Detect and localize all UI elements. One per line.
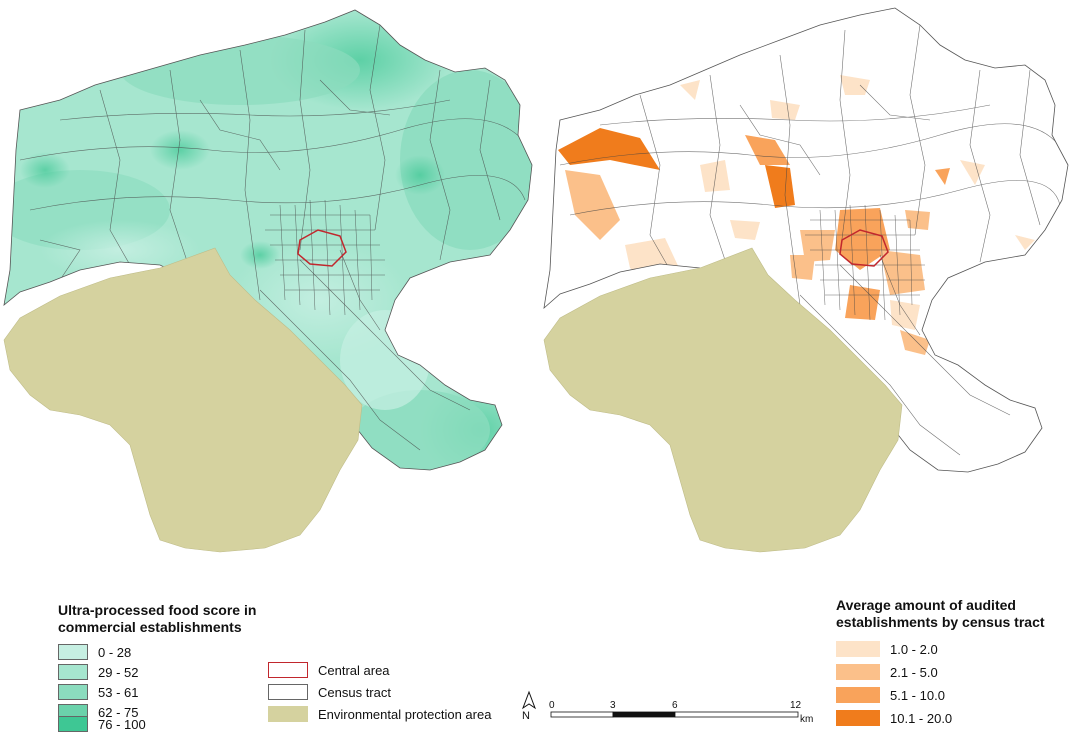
legend-label: 10.1 - 20.0 <box>890 710 953 726</box>
scale-tick-6: 6 <box>672 700 678 711</box>
legend-label: 1.0 - 2.0 <box>890 641 938 657</box>
legend-swatch <box>58 716 88 732</box>
legend-swatch <box>58 644 88 660</box>
central-area-swatch <box>268 662 308 678</box>
legend-label: 62 - 75 <box>98 704 139 720</box>
left-map <box>3 9 533 553</box>
legend-item-protection-area: Environmental protection area <box>268 705 491 723</box>
left-legend-item: 53 - 61 <box>58 683 138 701</box>
north-arrow-icon <box>521 690 537 710</box>
legend-label: 53 - 61 <box>98 684 139 700</box>
legend-label: 0 - 28 <box>98 644 132 660</box>
central-area-left <box>297 229 347 267</box>
legend-label: 2.1 - 5.0 <box>890 664 938 680</box>
right-legend-title-line1: Average amount of audited <box>836 597 1016 613</box>
right-map <box>543 7 1069 553</box>
legend-swatch <box>58 684 88 700</box>
legend-item-central-area: Central area <box>268 661 390 679</box>
legend-swatch <box>58 664 88 680</box>
scale-bar <box>550 711 799 718</box>
legend-label: 29 - 52 <box>98 664 139 680</box>
legend-label: 76 - 100 <box>98 716 146 732</box>
right-legend-title: Average amount of audited establishments… <box>836 597 1045 631</box>
protection-area-left <box>3 247 363 553</box>
legend-label: Census tract <box>318 684 391 700</box>
scale-unit: km <box>800 714 814 725</box>
protection-area-right <box>543 247 903 553</box>
protection-area-swatch <box>268 706 308 722</box>
right-legend-item: 1.0 - 2.0 <box>836 640 938 658</box>
left-legend-item: 76 - 100 <box>58 715 146 733</box>
scale-tick-3: 3 <box>610 700 616 711</box>
right-legend-item: 2.1 - 5.0 <box>836 663 938 681</box>
legend-swatch <box>836 687 880 703</box>
census-tract-swatch <box>268 684 308 700</box>
central-area-right <box>839 229 889 267</box>
legend-swatch <box>836 641 880 657</box>
legend-swatch <box>836 710 880 726</box>
right-legend-title-line2: establishments by census tract <box>836 614 1045 630</box>
left-legend-item: 0 - 28 <box>58 643 131 661</box>
scale-tick-0: 0 <box>549 700 555 711</box>
left-legend-title-line2: commercial establishments <box>58 619 242 635</box>
legend-item-census-tract: Census tract <box>268 683 391 701</box>
map-panels <box>3 7 1069 553</box>
left-legend-title: Ultra-processed food score in commercial… <box>58 602 256 636</box>
left-legend-item: 29 - 52 <box>58 663 138 681</box>
north-label: N <box>522 710 530 722</box>
legend-label: Central area <box>318 662 390 678</box>
legend-label: 5.1 - 10.0 <box>890 687 945 703</box>
legend-swatch <box>836 664 880 680</box>
left-legend-title-line1: Ultra-processed food score in <box>58 602 257 618</box>
scale-tick-12: 12 <box>790 700 802 711</box>
legend-label: Environmental protection area <box>318 706 492 722</box>
right-legend-item: 10.1 - 20.0 <box>836 709 952 727</box>
right-legend-item: 5.1 - 10.0 <box>836 686 945 704</box>
